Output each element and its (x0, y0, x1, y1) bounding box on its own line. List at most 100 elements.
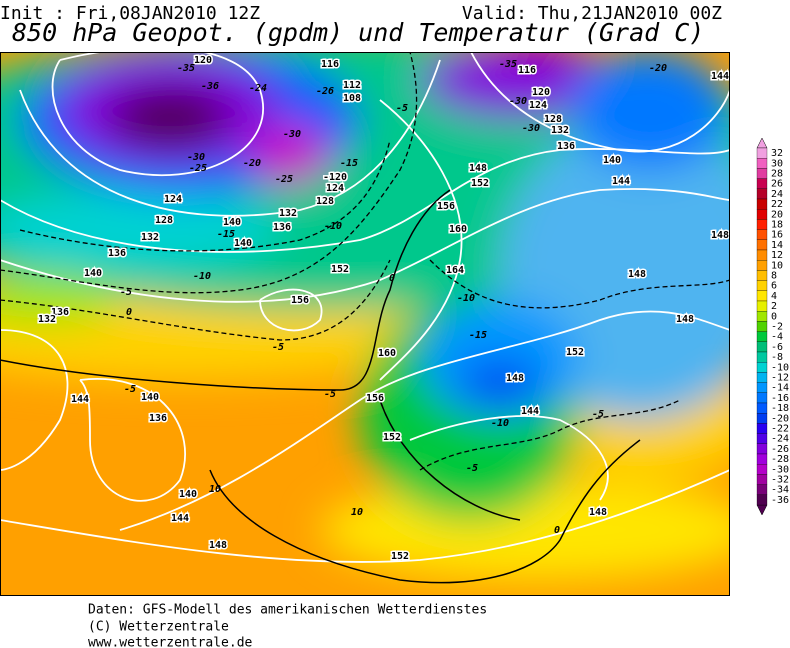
colorbar-label: 16 (771, 230, 783, 241)
geopotential-label: 140 (84, 268, 102, 279)
colorbar-label: 30 (771, 158, 783, 169)
geopotential-label: 164 (446, 265, 464, 276)
colorbar-label: 22 (771, 199, 783, 210)
colorbar-label: 28 (771, 169, 783, 180)
temperature-label: -30 (509, 96, 527, 107)
colorbar-cell (756, 209, 768, 220)
geopotential-label: 144 (711, 71, 729, 82)
colorbar-cell (756, 270, 768, 281)
colorbar-label: -14 (771, 383, 789, 394)
temperature-label: -26 (316, 86, 334, 97)
geopotential-label: 144 (171, 513, 189, 524)
geopotential-label: 124 (326, 183, 344, 194)
geopotential-label: 136 (149, 413, 167, 424)
colorbar-cell (756, 290, 768, 302)
map-frame (0, 52, 730, 596)
colorbar-bottom-arrow (756, 504, 768, 516)
colorbar-cell (756, 198, 768, 210)
colorbar-cell (756, 474, 768, 485)
temperature-label: -36 (201, 81, 219, 92)
geopotential-label: 144 (521, 406, 539, 417)
geopotential-label: -120 (323, 172, 347, 183)
temperature-label: -35 (499, 59, 517, 70)
colorbar-label: -2 (771, 322, 783, 333)
colorbar-cell (756, 484, 768, 495)
map-title: 850 hPa Geopot. (gpdm) und Temperatur (G… (12, 18, 704, 47)
colorbar-label: -20 (771, 413, 789, 424)
footer-line: Daten: GFS-Modell des amerikanischen Wet… (88, 603, 487, 618)
colorbar-label: -30 (771, 464, 789, 475)
colorbar-label: 8 (771, 271, 777, 282)
colorbar-cell (756, 229, 768, 240)
colorbar-label: 20 (771, 209, 783, 220)
temperature-label: -20 (649, 63, 667, 74)
colorbar-top-arrow (756, 137, 768, 149)
colorbar-cell (756, 453, 768, 465)
geopotential-label: 140 (603, 155, 621, 166)
colorbar-label: -8 (771, 352, 783, 363)
geopotential-label: 148 (628, 269, 646, 280)
colorbar-label: 6 (771, 281, 777, 292)
colorbar-cell (756, 443, 768, 455)
colorbar-label: 14 (771, 240, 783, 251)
geopotential-label: 156 (291, 295, 309, 306)
geopotential-label: 140 (234, 238, 252, 249)
geopotential-label: 148 (711, 230, 729, 241)
colorbar-cell (756, 311, 768, 322)
temperature-label: -25 (189, 163, 207, 174)
temperature-label: -30 (283, 129, 301, 140)
colorbar-label: -6 (771, 342, 783, 353)
geopotential-label: 136 (557, 141, 575, 152)
colorbar-cell (756, 178, 768, 189)
colorbar: 32302826242220181614121086420-2-4-6-8-10… (756, 137, 789, 516)
temperature-label: -5 (396, 103, 408, 114)
temperature-label: 0 (389, 273, 395, 284)
colorbar-label: -4 (771, 332, 783, 343)
geopotential-label: 128 (155, 215, 173, 226)
geopotential-label: 120 (194, 55, 212, 66)
colorbar-label: -18 (771, 403, 789, 414)
colorbar-cell (756, 362, 768, 373)
temperature-label: -35 (177, 63, 195, 74)
geopotential-label: 124 (529, 100, 547, 111)
colorbar-label: 32 (771, 148, 783, 159)
temperature-label: -30 (522, 123, 540, 134)
geopotential-label: 148 (589, 507, 607, 518)
colorbar-label: -24 (771, 434, 789, 445)
geopotential-label: 144 (612, 176, 630, 187)
temperature-label: -30 (187, 152, 205, 163)
colorbar-cell (756, 433, 768, 444)
temperature-label: -10 (491, 418, 509, 429)
colorbar-cell (756, 464, 768, 475)
geopotential-label: 120 (532, 87, 550, 98)
colorbar-label: 12 (771, 250, 783, 261)
colorbar-label: -16 (771, 393, 789, 404)
temperature-label: -15 (217, 229, 235, 240)
temperature-label: 10 (351, 507, 363, 518)
geopotential-label: 148 (209, 540, 227, 551)
temperature-label: -5 (324, 389, 336, 400)
geopotential-label: 160 (378, 348, 396, 359)
colorbar-cell (756, 494, 768, 506)
colorbar-label: -36 (771, 495, 789, 506)
geopotential-label: 152 (566, 347, 584, 358)
geopotential-label: 128 (544, 114, 562, 125)
colorbar-label: 10 (771, 260, 783, 271)
colorbar-cell (756, 392, 768, 404)
colorbar-label: -10 (771, 362, 789, 373)
geopotential-label: 108 (343, 93, 361, 104)
geopotential-label: 152 (471, 178, 489, 189)
geopotential-label: 152 (331, 264, 349, 275)
geopotential-label: 160 (449, 224, 467, 235)
geopotential-label: 156 (366, 393, 384, 404)
colorbar-cell (756, 402, 768, 414)
geopotential-label: 132 (141, 232, 159, 243)
geopotential-label: 128 (316, 196, 334, 207)
temperature-label: -5 (466, 463, 478, 474)
geopotential-label: 132 (551, 125, 569, 136)
geopotential-label: 116 (518, 65, 536, 76)
temperature-label: -20 (243, 158, 261, 169)
